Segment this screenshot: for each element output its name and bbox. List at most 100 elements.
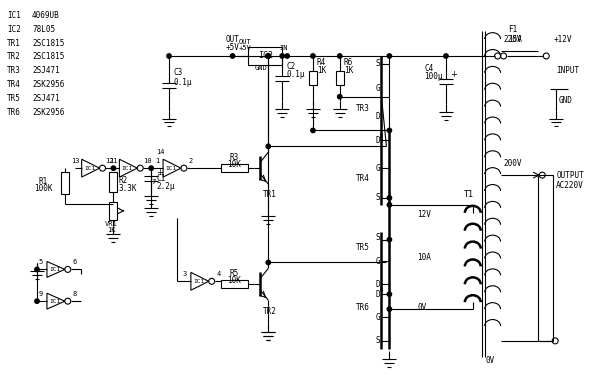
Text: 6: 6 [73,259,77,265]
Circle shape [338,94,342,99]
Text: 2SJ471: 2SJ471 [32,94,60,103]
Text: R4: R4 [317,59,326,67]
Bar [109,172,117,192]
Text: 4069UB: 4069UB [32,11,60,20]
Text: R2: R2 [119,175,128,184]
Text: 10K: 10K [228,160,242,169]
Text: 2SJ471: 2SJ471 [32,67,60,75]
Text: 10: 10 [143,158,151,164]
Text: S: S [376,59,380,68]
Text: D: D [376,280,380,289]
Circle shape [266,54,271,58]
Text: TR2: TR2 [7,53,21,62]
Text: D: D [376,290,380,299]
Text: 10A: 10A [417,253,431,262]
Circle shape [280,54,284,58]
Circle shape [311,128,315,133]
Text: G: G [376,313,380,322]
Circle shape [387,196,392,200]
Text: 220V: 220V [504,35,522,43]
Circle shape [444,54,448,58]
Bar [221,164,248,172]
Text: 9: 9 [39,291,43,297]
Text: IC1: IC1 [7,11,21,20]
Text: F1: F1 [509,25,518,34]
Text: IC1: IC1 [84,166,95,170]
Circle shape [111,166,116,170]
Text: 1K: 1K [344,67,353,75]
Text: TR1: TR1 [7,39,21,48]
Text: TR6: TR6 [355,303,370,311]
Text: TR2: TR2 [263,307,277,316]
Text: 1K: 1K [317,67,326,75]
Text: 2SK2956: 2SK2956 [32,108,65,117]
Circle shape [266,54,271,58]
Bar [248,47,282,65]
Text: C3: C3 [174,68,183,77]
Circle shape [167,54,171,58]
Text: 11: 11 [109,158,117,164]
Text: OUT: OUT [226,35,239,43]
Circle shape [387,203,392,207]
Text: IC1: IC1 [165,166,177,170]
Circle shape [387,128,392,133]
Text: R1: R1 [38,177,47,186]
Circle shape [231,54,235,58]
Bar [109,202,117,220]
Text: G: G [376,257,380,266]
Text: 0V: 0V [485,356,494,365]
Text: 100K: 100K [34,184,52,194]
Text: C1: C1 [156,174,165,183]
Circle shape [266,54,271,58]
Circle shape [266,54,271,58]
Text: IN: IN [279,45,287,51]
Bar [309,71,317,85]
Text: TR5: TR5 [7,94,21,103]
Text: 0.1µ: 0.1µ [174,78,192,87]
Text: +5V: +5V [226,43,239,51]
Text: 3.3K: 3.3K [119,183,137,192]
Bar [538,175,553,341]
Text: 14: 14 [156,149,164,155]
Text: 100µ: 100µ [424,72,443,81]
Text: D: D [376,112,380,121]
Text: IC1: IC1 [193,279,204,284]
Text: 0V: 0V [417,303,426,311]
Text: +: + [156,167,163,177]
Text: OUT: OUT [239,39,252,45]
Text: 2SC1815: 2SC1815 [32,53,65,62]
Circle shape [338,54,342,58]
Circle shape [387,54,392,58]
Text: 2: 2 [189,158,193,164]
Text: IC1: IC1 [49,299,60,304]
Text: TR6: TR6 [7,108,21,117]
Circle shape [35,267,39,271]
Text: G: G [376,84,380,93]
Circle shape [266,260,271,265]
Text: 12: 12 [105,158,114,164]
Text: INPUT: INPUT [556,67,579,75]
Text: AC220V: AC220V [556,181,584,189]
Text: 13: 13 [71,158,80,164]
Text: TR1: TR1 [263,191,277,200]
Circle shape [387,237,392,242]
Text: 2SK2956: 2SK2956 [32,80,65,89]
Text: +5V: +5V [239,45,252,51]
Text: T1: T1 [464,191,474,200]
Bar [221,280,248,288]
Text: GND: GND [255,65,268,71]
Text: G: G [376,164,380,173]
Text: C4: C4 [424,64,434,73]
Text: R6: R6 [344,59,353,67]
Text: VR1: VR1 [105,221,118,227]
Text: 1: 1 [155,158,159,164]
Text: TR3: TR3 [355,104,370,113]
Text: IC1: IC1 [122,166,133,170]
Text: TR4: TR4 [7,80,21,89]
Text: +: + [450,70,457,79]
Text: S: S [376,194,380,203]
Text: 200V: 200V [504,159,522,168]
Text: IC1: IC1 [49,267,60,272]
Text: +12V: +12V [553,35,572,43]
Circle shape [149,166,153,170]
